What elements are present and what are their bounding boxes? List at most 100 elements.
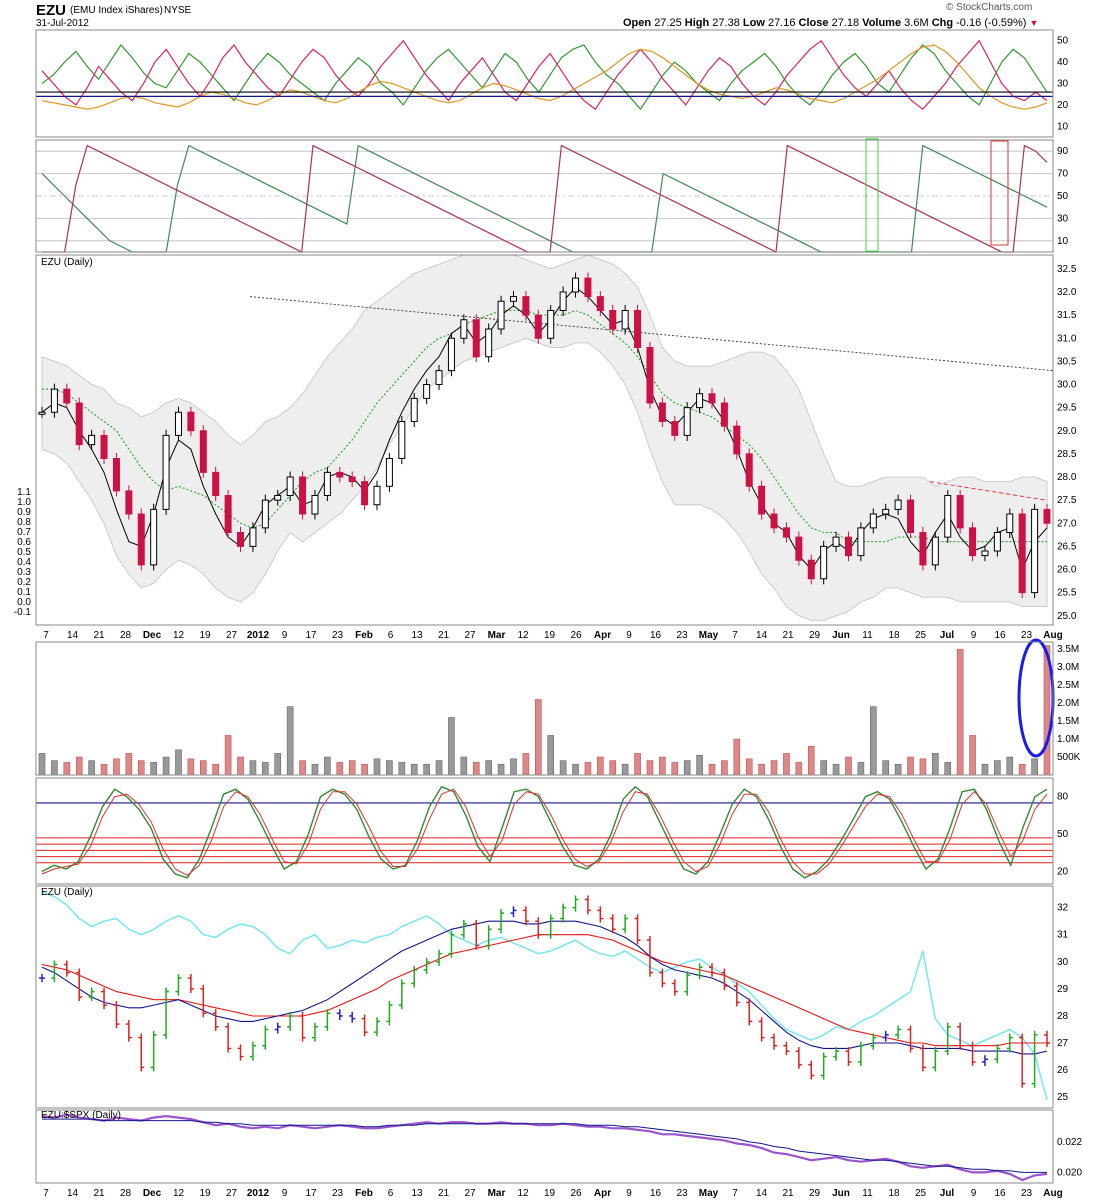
price-candle — [348, 476, 356, 483]
price2-ytick: 28 — [1057, 1011, 1069, 1022]
price-trendline — [929, 481, 1047, 501]
price-xtick: 17 — [305, 630, 317, 641]
aroon-ytick: 50 — [1057, 191, 1069, 202]
price-ytick-right: 25.5 — [1057, 588, 1077, 599]
price-candle — [547, 310, 555, 339]
price-candle — [646, 347, 654, 404]
volume-bar — [634, 753, 641, 776]
price-ma-black — [41, 286, 1048, 571]
price-candle — [894, 499, 902, 510]
price-xtick: 29 — [809, 630, 821, 641]
price-panel-title: EZU (Daily) — [41, 257, 93, 268]
ratio-xtick: 12 — [517, 1188, 529, 1199]
price-candle — [1031, 508, 1039, 594]
price-ytick-right: 26.0 — [1057, 565, 1077, 576]
price-candle — [907, 499, 915, 533]
ratio-xtick: 2012 — [247, 1188, 270, 1199]
price-candle — [299, 476, 307, 515]
volume-bar — [932, 753, 939, 776]
stoch-ytick: 80 — [1057, 792, 1069, 803]
ratio-xtick: 21 — [93, 1188, 105, 1199]
price-candle — [174, 411, 182, 436]
price-xtick: 9 — [971, 630, 977, 641]
price-candle — [807, 559, 815, 580]
ratio-series-purple — [41, 1113, 1048, 1182]
price-ytick-left: 1.1 — [17, 487, 31, 498]
volume-bar — [721, 760, 728, 776]
volume-value: 3.6M — [904, 17, 929, 29]
price-candle — [832, 536, 840, 547]
price-candle — [460, 319, 468, 339]
price-ytick-right: 26.5 — [1057, 541, 1077, 552]
price-candle — [956, 495, 964, 529]
quote-bar: Open 27.25 High 27.38 Low 27.16 Close 27… — [623, 17, 1038, 29]
price-candle — [497, 300, 505, 330]
adx-ytick: 10 — [1057, 121, 1069, 132]
volume-bar — [274, 753, 282, 776]
price-ytick-right: 29.5 — [1057, 403, 1077, 414]
volume-bar — [534, 699, 542, 776]
ratio-xtick: 29 — [809, 1188, 821, 1199]
price-xtick: 23 — [1021, 630, 1033, 641]
volume-bar — [832, 763, 840, 776]
volume-bar — [820, 760, 827, 776]
chg-value: -0.16 (-0.59%) — [956, 17, 1027, 29]
volume-bar — [944, 762, 952, 776]
price-candle — [100, 434, 108, 459]
chart-date: 31-Jul-2012 — [36, 18, 89, 29]
price-xtick: 21 — [93, 630, 105, 641]
ratio-xtick: 23 — [332, 1188, 344, 1199]
price-xtick: 14 — [756, 630, 768, 641]
price-candle — [634, 310, 642, 348]
price-xtick: 26 — [570, 630, 582, 641]
ratio-xtick: 21 — [782, 1188, 794, 1199]
ratio-xtick: 14 — [67, 1188, 79, 1199]
price-candle — [609, 310, 617, 330]
price2-ytick: 29 — [1057, 984, 1069, 995]
ratio-xtick: 23 — [1021, 1188, 1033, 1199]
volume-bar — [137, 760, 145, 776]
price-candle — [782, 527, 790, 538]
price-candle — [212, 471, 220, 496]
price-candle — [534, 314, 542, 339]
ratio-xtick: 18 — [888, 1188, 900, 1199]
price-xtick: 11 — [862, 630, 873, 641]
price-candle — [187, 411, 195, 432]
volume-frame — [35, 641, 1054, 776]
price-candle — [38, 411, 46, 415]
price-candle — [993, 532, 1001, 552]
volume-bar — [75, 756, 83, 776]
volume-bar — [88, 760, 95, 776]
ratio-xtick: 9 — [282, 1188, 288, 1199]
price-ytick-right: 28.5 — [1057, 449, 1077, 460]
price-candle — [323, 471, 331, 496]
price-candle — [857, 527, 865, 557]
price-candle — [683, 407, 691, 436]
volume-bar — [994, 760, 1001, 776]
price-xtick: Feb — [355, 630, 373, 641]
price-xtick: 18 — [888, 630, 900, 641]
ratio-ytick: 0.020 — [1057, 1167, 1082, 1178]
price-xtick: 21 — [782, 630, 794, 641]
price-candle — [795, 536, 803, 561]
volume-bar — [348, 760, 356, 776]
ratio-xtick: 9 — [971, 1188, 977, 1199]
low-label: Low — [742, 17, 765, 29]
volume-bar — [646, 760, 654, 776]
volume-bar — [845, 756, 852, 776]
volume-bar — [671, 762, 679, 776]
price-candle — [509, 296, 517, 302]
price-candle — [75, 402, 83, 446]
price-candle — [373, 485, 381, 506]
price-xtick: 2012 — [247, 630, 270, 641]
volume-bar — [63, 762, 71, 776]
ratio-frame — [35, 1109, 1054, 1184]
down-arrow-icon: ▼ — [1029, 18, 1039, 28]
volume-bar — [659, 756, 666, 776]
ratio-ytick: 0.022 — [1057, 1137, 1082, 1148]
price-ytick-right: 25.0 — [1057, 611, 1077, 622]
price-candle — [485, 328, 493, 358]
stoch-frame — [35, 777, 1054, 885]
price-candle — [112, 458, 120, 492]
volume-bar — [162, 756, 170, 776]
